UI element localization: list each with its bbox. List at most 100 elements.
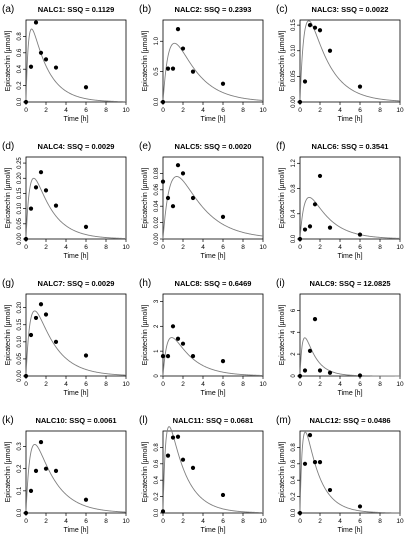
data-point <box>38 170 44 175</box>
x-tick-label: 10 <box>259 244 267 251</box>
panel-title: NALC12: SSQ = 0.0486 <box>309 416 390 425</box>
y-tick-label: 0.00 <box>291 96 297 108</box>
x-tick-label: 4 <box>201 244 205 251</box>
data-point <box>190 354 196 359</box>
data-point <box>175 27 181 32</box>
x-tick-label: 6 <box>84 244 88 251</box>
x-tick-label: 2 <box>44 518 48 525</box>
data-point <box>307 433 313 438</box>
x-tick-label: 2 <box>44 381 48 388</box>
x-axis-label: Time [h] <box>63 527 88 534</box>
y-axis-label: Epicatechin [µmol/l] <box>5 31 12 92</box>
y-tick-label: 0.15 <box>291 19 297 31</box>
data-point <box>53 65 59 70</box>
y-tick-label: 0.2 <box>154 492 160 501</box>
data-point <box>33 468 39 473</box>
panel-letter: (l) <box>139 415 148 426</box>
data-point <box>307 23 313 28</box>
data-point <box>190 69 196 74</box>
fit-curve <box>162 426 264 514</box>
y-axis-label: Epicatechin [µmol/l] <box>142 31 149 92</box>
x-tick-label: 4 <box>64 518 68 525</box>
data-point <box>43 57 49 62</box>
panel-letter: (h) <box>139 278 151 289</box>
panel-title: NALC8: SSQ = 0.6469 <box>175 279 252 288</box>
panel-9: (i) NALC9: SSQ = 12.0825 0 2 4 6 8 10 Time [h] 0 2… <box>276 278 404 397</box>
y-tick-label: 0.2 <box>291 492 297 501</box>
x-tick-label: 0 <box>24 244 28 251</box>
panel-title: NALC11: SSQ = 0.0681 <box>173 416 254 425</box>
y-tick-label: 0.04 <box>154 200 160 212</box>
panel-title: NALC6: SSQ = 0.3541 <box>312 142 389 151</box>
fit-curve <box>25 310 127 377</box>
y-tick-label: 0.25 <box>17 157 23 169</box>
x-tick-label: 10 <box>396 244 404 251</box>
y-axis-label: Epicatechin [µmol/l] <box>5 305 12 366</box>
panel-10: (k) NALC10: SSQ = 0.0061 0 2 4 6 8 10 Time [h] 0.… <box>2 415 130 534</box>
x-tick-label: 10 <box>122 244 130 251</box>
data-point <box>38 50 44 55</box>
data-point <box>33 185 39 190</box>
y-tick-label: 4 <box>291 330 297 334</box>
x-tick-label: 6 <box>221 518 225 525</box>
x-tick-label: 6 <box>358 381 362 388</box>
plot-frame <box>162 156 264 240</box>
x-tick-label: 0 <box>161 107 165 114</box>
x-axis-label: Time [h] <box>63 253 88 260</box>
data-point <box>312 202 318 207</box>
panel-7: (g) NALC7: SSQ = 0.0029 0 2 4 6 8 10 Time [h] 0.0… <box>2 278 130 397</box>
plot-frame <box>299 293 401 377</box>
x-tick-label: 0 <box>24 107 28 114</box>
y-tick-label: 0.02 <box>154 216 160 228</box>
data-point <box>23 373 29 379</box>
data-point <box>38 439 44 445</box>
y-tick-label: 0.05 <box>17 352 23 364</box>
y-tick-label: 0.8 <box>154 443 160 452</box>
x-axis-label: Time [h] <box>63 116 88 123</box>
data-point <box>357 504 363 509</box>
data-point <box>312 317 318 322</box>
y-tick-label: 0.6 <box>291 459 297 468</box>
data-point <box>165 66 171 71</box>
data-point <box>302 227 308 232</box>
x-tick-label: 8 <box>241 381 245 388</box>
y-tick-label: 0.6 <box>154 459 160 468</box>
x-tick-label: 6 <box>84 107 88 114</box>
plot-frame <box>25 293 127 377</box>
panel-title: NALC7: SSQ = 0.0029 <box>38 279 115 288</box>
y-tick-label: 0.10 <box>291 44 297 56</box>
fit-curve <box>299 337 400 377</box>
panel-1: (a) NALC1: SSQ = 0.1129 0 2 4 6 8 10 Time [h] 0.0… <box>2 4 130 123</box>
y-axis-label: Epicatechin [µmol/l] <box>142 305 149 366</box>
y-tick-label: 0.2 <box>17 464 23 473</box>
x-tick-label: 4 <box>64 244 68 251</box>
x-tick-label: 6 <box>221 381 225 388</box>
data-point <box>38 302 44 307</box>
panel-5: (e) NALC5: SSQ = 0.0020 0 2 4 6 8 10 Time [h] 0.0… <box>139 141 267 260</box>
y-tick-label: 0.00 <box>17 370 23 382</box>
y-tick-label: 0.06 <box>154 183 160 195</box>
panel-title: NALC2: SSQ = 0.2393 <box>175 5 252 14</box>
y-tick-label: 0.8 <box>17 32 23 41</box>
y-tick-label: 0.0 <box>17 97 23 106</box>
x-tick-label: 6 <box>358 518 362 525</box>
x-tick-label: 0 <box>298 518 302 525</box>
y-tick-label: 6 <box>291 308 297 312</box>
data-point <box>327 487 333 493</box>
x-tick-label: 2 <box>318 381 322 388</box>
data-point <box>28 206 34 211</box>
panel-3: (c) NALC3: SSQ = 0.0022 0 2 4 6 8 10 Time [h] 0.0… <box>276 4 404 123</box>
x-tick-label: 10 <box>122 381 130 388</box>
data-point <box>83 85 89 90</box>
y-tick-label: 0 <box>154 374 160 378</box>
data-point <box>53 468 59 473</box>
data-point <box>302 79 308 84</box>
data-point <box>220 358 226 364</box>
data-point <box>28 64 34 69</box>
y-tick-label: 0.4 <box>17 64 23 73</box>
x-tick-label: 4 <box>64 107 68 114</box>
y-axis-label: Epicatechin [µmol/l] <box>5 168 12 229</box>
panel-title: NALC4: SSQ = 0.0029 <box>38 142 115 151</box>
fit-curve <box>162 337 264 377</box>
